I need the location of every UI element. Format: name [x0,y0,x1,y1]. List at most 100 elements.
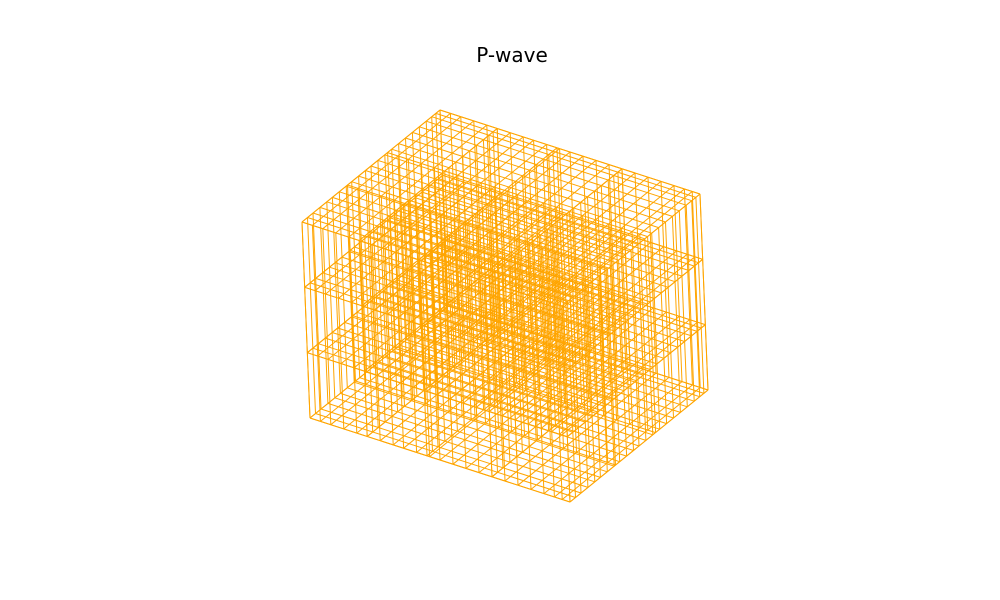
wire-line [307,352,568,438]
wire-line [341,256,603,342]
wire-line [477,226,486,424]
wire-line [391,149,401,346]
wire-line [326,201,587,287]
wire-line [552,151,562,348]
wire-line [489,276,498,473]
wire-line [383,220,393,417]
wire-line [607,268,616,466]
wire-line [613,175,623,372]
wire-line [513,256,523,453]
wire-line [418,259,428,456]
wire-line [535,164,545,361]
wire-line [439,109,701,195]
wire-line [354,381,615,467]
wire-line [405,137,666,223]
wire-line [611,265,621,462]
wire-line [365,170,374,367]
wire-line [326,201,336,398]
wire-line [561,305,571,503]
wire-line [621,228,631,425]
wire-line [516,239,525,436]
wire-line [555,252,564,449]
wire-line [327,402,589,488]
wire-line [304,174,444,288]
wire-line [370,300,631,386]
wire-line [673,185,683,382]
wire-line [370,165,632,251]
wire-line [425,121,435,318]
wire-line [346,185,607,271]
wire-line [312,347,574,433]
wire-line [320,408,582,494]
wire-line [424,257,685,342]
wire-line [442,174,703,260]
wire-line [647,177,657,374]
wire-line [406,339,667,425]
wire-line [430,211,440,408]
wire-line [434,181,695,267]
wire-line [359,377,620,463]
wire-line [304,286,565,372]
wire-line [617,172,627,369]
wire-line [389,285,651,370]
wire-line [630,249,640,447]
wire-line [410,268,671,354]
wire-line [448,167,458,364]
wire-line [347,387,608,473]
wire-line [414,197,676,283]
wire-line [312,212,574,298]
wire-line [683,188,693,386]
wire-line [428,186,690,271]
wire-line [371,244,381,441]
wire-line [453,219,463,416]
wire-line [443,308,705,394]
wire-line [396,210,405,407]
wire-line [331,197,341,394]
wire-line [329,266,590,352]
wire-line [494,198,504,395]
wire-line [412,131,673,217]
wire-line [699,193,709,391]
wire-line [340,392,601,478]
wire-line [385,355,647,441]
wire-line [398,143,659,229]
wire-line [581,260,590,457]
wire-line [520,250,530,447]
wire-line [533,140,543,337]
wire-line [647,236,657,433]
wire-line [402,204,412,401]
wire-line [618,260,628,457]
wire-line [307,217,316,414]
wire-line [475,213,485,410]
wire-line [431,251,692,337]
wire-line [427,184,437,381]
wire-line [334,262,596,348]
wire-line [501,192,511,389]
wire-line [644,238,654,435]
wire-line [307,217,568,302]
wire-line [399,344,660,430]
wire-line [301,221,563,307]
wire-line [482,208,491,405]
wire-line [435,113,445,310]
wire-line [301,221,311,419]
wire-line [389,215,399,412]
wire-line [651,233,661,430]
wire-line [367,235,629,321]
wire-line [335,232,345,429]
wire-line [529,243,538,440]
wire-line [598,275,608,472]
wire-line [351,316,612,402]
wire-line [608,223,618,421]
wire-line [448,235,458,432]
wire-line [373,366,634,451]
wire-line [445,240,706,326]
wire-line [424,255,433,452]
wire-line [559,148,569,345]
wire-line [376,296,637,382]
wire-line [358,175,619,261]
wire-line [387,219,648,305]
wire-line [487,203,497,400]
wire-line [415,194,425,391]
